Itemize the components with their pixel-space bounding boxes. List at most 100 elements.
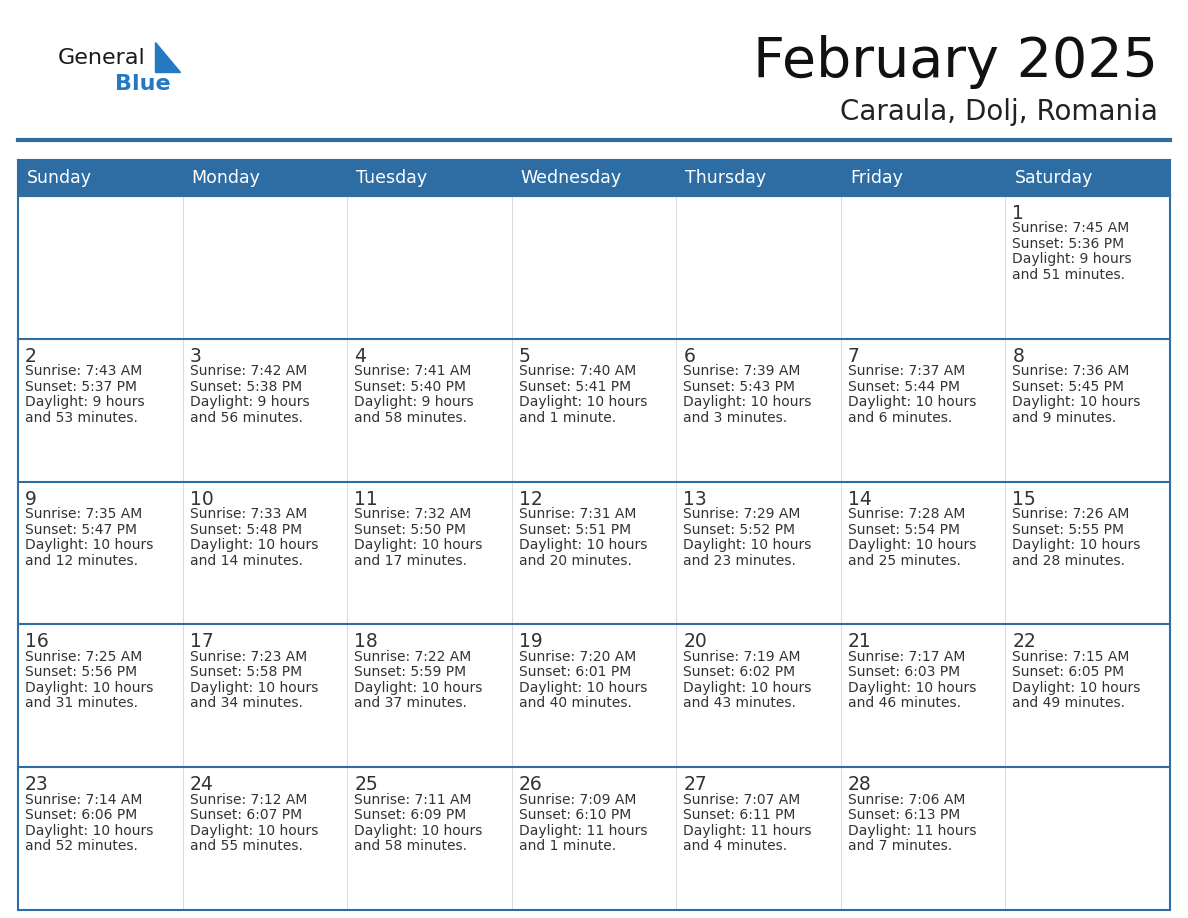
Text: Daylight: 10 hours: Daylight: 10 hours [190,681,318,695]
Text: Daylight: 11 hours: Daylight: 11 hours [683,823,811,838]
Text: Sunset: 6:10 PM: Sunset: 6:10 PM [519,808,631,823]
Text: Wednesday: Wednesday [520,169,621,187]
Bar [841,339,1005,482]
Text: and 55 minutes.: and 55 minutes. [190,839,303,853]
Text: Sunrise: 7:09 AM: Sunrise: 7:09 AM [519,793,636,807]
Text: Daylight: 10 hours: Daylight: 10 hours [683,681,811,695]
Bar [841,482,1005,624]
Text: Sunset: 5:43 PM: Sunset: 5:43 PM [683,380,795,394]
Bar [183,339,347,482]
Text: 6: 6 [683,347,695,365]
Text: Sunrise: 7:37 AM: Sunrise: 7:37 AM [848,364,965,378]
Bar [183,196,347,339]
Text: and 20 minutes.: and 20 minutes. [519,554,632,567]
Text: Sunset: 5:56 PM: Sunset: 5:56 PM [25,666,137,679]
Text: Sunrise: 7:32 AM: Sunrise: 7:32 AM [354,507,472,521]
Bar [1005,339,1170,482]
Bar [841,767,1005,910]
Text: Sunset: 6:13 PM: Sunset: 6:13 PM [848,808,960,823]
Text: Sunset: 5:44 PM: Sunset: 5:44 PM [848,380,960,394]
Text: and 46 minutes.: and 46 minutes. [848,697,961,711]
Text: Sunset: 6:01 PM: Sunset: 6:01 PM [519,666,631,679]
Bar [1005,196,1170,339]
Text: Sunset: 5:52 PM: Sunset: 5:52 PM [683,522,795,537]
Text: Sunset: 6:05 PM: Sunset: 6:05 PM [1012,666,1125,679]
Text: Sunset: 5:59 PM: Sunset: 5:59 PM [354,666,466,679]
Bar [1005,767,1170,910]
Text: Sunrise: 7:45 AM: Sunrise: 7:45 AM [1012,221,1130,236]
Text: Blue: Blue [115,74,171,94]
Text: Daylight: 10 hours: Daylight: 10 hours [25,538,153,552]
Text: 27: 27 [683,775,707,794]
Text: 22: 22 [1012,633,1036,652]
Text: and 49 minutes.: and 49 minutes. [1012,697,1125,711]
Text: Daylight: 10 hours: Daylight: 10 hours [25,681,153,695]
Text: Sunset: 5:41 PM: Sunset: 5:41 PM [519,380,631,394]
Text: Sunrise: 7:31 AM: Sunrise: 7:31 AM [519,507,636,521]
Bar [183,624,347,767]
Text: Sunrise: 7:22 AM: Sunrise: 7:22 AM [354,650,472,664]
Text: Sunset: 5:58 PM: Sunset: 5:58 PM [190,666,302,679]
Text: Sunrise: 7:25 AM: Sunrise: 7:25 AM [25,650,143,664]
Text: Daylight: 10 hours: Daylight: 10 hours [190,823,318,838]
Bar [347,339,512,482]
Text: Sunrise: 7:12 AM: Sunrise: 7:12 AM [190,793,307,807]
Text: Sunrise: 7:43 AM: Sunrise: 7:43 AM [25,364,143,378]
Text: Sunset: 5:47 PM: Sunset: 5:47 PM [25,522,137,537]
Text: and 17 minutes.: and 17 minutes. [354,554,467,567]
Text: Sunday: Sunday [27,169,91,187]
Bar [512,624,676,767]
Text: 5: 5 [519,347,531,365]
Text: Daylight: 10 hours: Daylight: 10 hours [1012,538,1140,552]
Text: and 1 minute.: and 1 minute. [519,839,615,853]
Text: Daylight: 9 hours: Daylight: 9 hours [1012,252,1132,266]
Text: Sunrise: 7:26 AM: Sunrise: 7:26 AM [1012,507,1130,521]
Text: and 52 minutes.: and 52 minutes. [25,839,138,853]
Polygon shape [154,42,181,72]
Text: Sunrise: 7:07 AM: Sunrise: 7:07 AM [683,793,801,807]
Text: Daylight: 10 hours: Daylight: 10 hours [1012,681,1140,695]
Text: Sunset: 5:40 PM: Sunset: 5:40 PM [354,380,466,394]
Text: 9: 9 [25,489,37,509]
Text: 19: 19 [519,633,543,652]
Text: Sunrise: 7:28 AM: Sunrise: 7:28 AM [848,507,965,521]
Text: Tuesday: Tuesday [356,169,428,187]
Text: 18: 18 [354,633,378,652]
Bar [18,482,183,624]
Text: Sunrise: 7:40 AM: Sunrise: 7:40 AM [519,364,636,378]
Text: Sunset: 5:37 PM: Sunset: 5:37 PM [25,380,137,394]
Text: Daylight: 10 hours: Daylight: 10 hours [519,681,647,695]
Text: 4: 4 [354,347,366,365]
Text: 12: 12 [519,489,543,509]
Text: 16: 16 [25,633,49,652]
Text: and 53 minutes.: and 53 minutes. [25,410,138,425]
Text: and 31 minutes.: and 31 minutes. [25,697,138,711]
Text: Daylight: 10 hours: Daylight: 10 hours [683,538,811,552]
Text: Sunrise: 7:23 AM: Sunrise: 7:23 AM [190,650,307,664]
Text: Daylight: 10 hours: Daylight: 10 hours [683,396,811,409]
Bar [347,767,512,910]
Text: February 2025: February 2025 [753,35,1158,89]
Text: Sunset: 6:09 PM: Sunset: 6:09 PM [354,808,467,823]
Text: 20: 20 [683,633,707,652]
Text: Sunset: 5:36 PM: Sunset: 5:36 PM [1012,237,1125,251]
Text: Daylight: 10 hours: Daylight: 10 hours [354,681,482,695]
Bar [676,767,841,910]
Bar [841,624,1005,767]
Text: Sunrise: 7:17 AM: Sunrise: 7:17 AM [848,650,965,664]
Text: Sunset: 5:38 PM: Sunset: 5:38 PM [190,380,302,394]
Bar [676,339,841,482]
Text: Sunset: 6:07 PM: Sunset: 6:07 PM [190,808,302,823]
Bar [18,624,183,767]
Text: 8: 8 [1012,347,1024,365]
Text: 14: 14 [848,489,872,509]
Text: Sunrise: 7:36 AM: Sunrise: 7:36 AM [1012,364,1130,378]
Text: and 56 minutes.: and 56 minutes. [190,410,303,425]
Text: Sunset: 6:11 PM: Sunset: 6:11 PM [683,808,796,823]
Text: General: General [58,48,146,68]
Text: Daylight: 11 hours: Daylight: 11 hours [519,823,647,838]
Text: and 6 minutes.: and 6 minutes. [848,410,952,425]
Bar [347,196,512,339]
Bar [183,482,347,624]
Bar [183,767,347,910]
